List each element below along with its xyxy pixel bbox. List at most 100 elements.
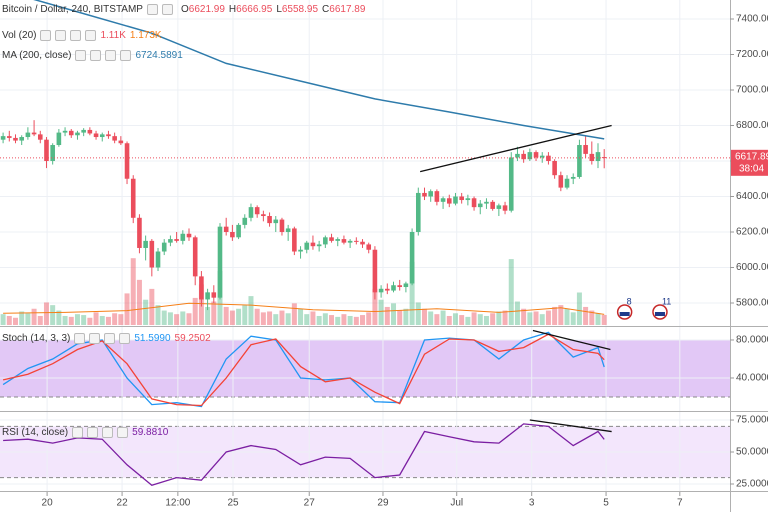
candle-body: [124, 143, 130, 179]
volume-bar: [105, 316, 111, 325]
volume-bar: [490, 313, 496, 325]
candle-body: [601, 157, 607, 159]
candle-body: [577, 145, 582, 177]
candle-body: [440, 198, 446, 202]
volume-bar: [248, 296, 254, 325]
candle-body: [316, 244, 322, 247]
rsi-line: [3, 423, 605, 487]
candle-body: [508, 157, 514, 211]
ma-line: [33, 0, 605, 140]
volume-bar: [186, 313, 192, 325]
add-icon[interactable]: [85, 30, 97, 41]
candle-body: [118, 140, 124, 144]
candle-body: [570, 176, 576, 179]
y-tick-label: 6200.00: [736, 227, 768, 238]
close-icon[interactable]: [70, 30, 82, 41]
volume-bar: [322, 313, 328, 325]
candle-body: [56, 132, 62, 146]
candle-body: [93, 133, 99, 138]
volume-value: 1.11K: [100, 30, 126, 41]
volume-bar: [564, 308, 570, 325]
volume-bar: [391, 303, 397, 325]
candle-body: [68, 130, 74, 136]
volume-bar: [37, 315, 43, 325]
settings-icon[interactable]: [161, 4, 173, 15]
y-tick-label: 50.0000: [736, 447, 768, 458]
y-tick-label: 6800.00: [736, 120, 768, 131]
close-icon[interactable]: [104, 333, 116, 344]
stoch-line: [2, 331, 605, 408]
trendline: [532, 329, 611, 351]
volume-bar: [6, 315, 12, 325]
add-icon[interactable]: [117, 427, 129, 438]
volume-bar: [360, 315, 366, 325]
candle-body: [304, 242, 310, 250]
rsi-value: 59.8810: [132, 427, 169, 438]
candle-body: [397, 285, 403, 288]
volume-bar: [93, 312, 99, 325]
volume-bar: [0, 314, 6, 325]
candle-body: [106, 134, 111, 137]
candle-body: [552, 160, 557, 176]
x-tick-label: 7: [677, 498, 683, 509]
eye-icon[interactable]: [74, 333, 86, 344]
candle-body: [230, 231, 235, 238]
candle-body: [341, 239, 347, 243]
volume-bar: [223, 306, 229, 325]
x-tick-label: 20: [42, 498, 54, 509]
ohlc: L6558.95: [276, 4, 318, 15]
symbol-title: Bitcoin / Dollar, 240, BITSTAMP: [2, 4, 143, 15]
volume-bar: [347, 315, 353, 325]
y-tick-label: 6400.00: [736, 191, 768, 202]
eye-icon[interactable]: [75, 50, 87, 61]
candle-body: [459, 196, 464, 201]
event-flag-stripe: [619, 312, 630, 316]
volume-bar: [285, 313, 291, 325]
candle-body: [360, 241, 365, 245]
ohlc: H6666.95: [229, 4, 272, 15]
candle-body: [137, 217, 142, 248]
candle-body: [335, 239, 341, 241]
close-icon[interactable]: [102, 427, 114, 438]
candle-body: [248, 207, 254, 218]
ohlc-label: C: [322, 4, 330, 15]
candle-body: [583, 145, 588, 154]
candle-body: [428, 191, 433, 197]
volume-bar: [81, 315, 87, 325]
candle-body: [6, 136, 12, 138]
candle-body: [155, 251, 161, 268]
volume-bar: [143, 299, 149, 325]
settings-icon[interactable]: [55, 30, 67, 41]
candle-body: [595, 152, 601, 161]
settings-icon[interactable]: [90, 50, 102, 61]
volume-bar: [527, 312, 533, 325]
candle-body: [533, 152, 539, 158]
price-pane: [0, 0, 607, 325]
eye-icon[interactable]: [40, 30, 52, 41]
ohlc: O6621.99: [181, 4, 225, 15]
volume-name: Vol (20): [2, 30, 37, 41]
volume-bar: [521, 308, 527, 325]
eye-icon[interactable]: [146, 4, 158, 15]
trendline: [420, 124, 612, 173]
close-icon[interactable]: [105, 50, 117, 61]
volume-bar: [112, 313, 118, 325]
ohlc-label: H: [228, 4, 237, 15]
candle-body: [87, 129, 93, 134]
settings-icon[interactable]: [89, 333, 101, 344]
add-icon[interactable]: [120, 50, 132, 61]
eye-icon[interactable]: [72, 427, 84, 438]
volume-bar: [502, 310, 508, 325]
volume-bar: [397, 310, 403, 325]
settings-icon[interactable]: [87, 427, 99, 438]
candle-body: [521, 153, 526, 160]
candle-body: [539, 155, 545, 158]
volume-bar: [595, 313, 601, 325]
candle-body: [496, 205, 502, 209]
add-icon[interactable]: [119, 333, 131, 344]
candle-body: [453, 196, 458, 204]
volume-bar: [31, 308, 37, 325]
volume-bar: [421, 308, 427, 325]
candle-body: [446, 198, 452, 204]
volume-bar: [576, 292, 582, 325]
